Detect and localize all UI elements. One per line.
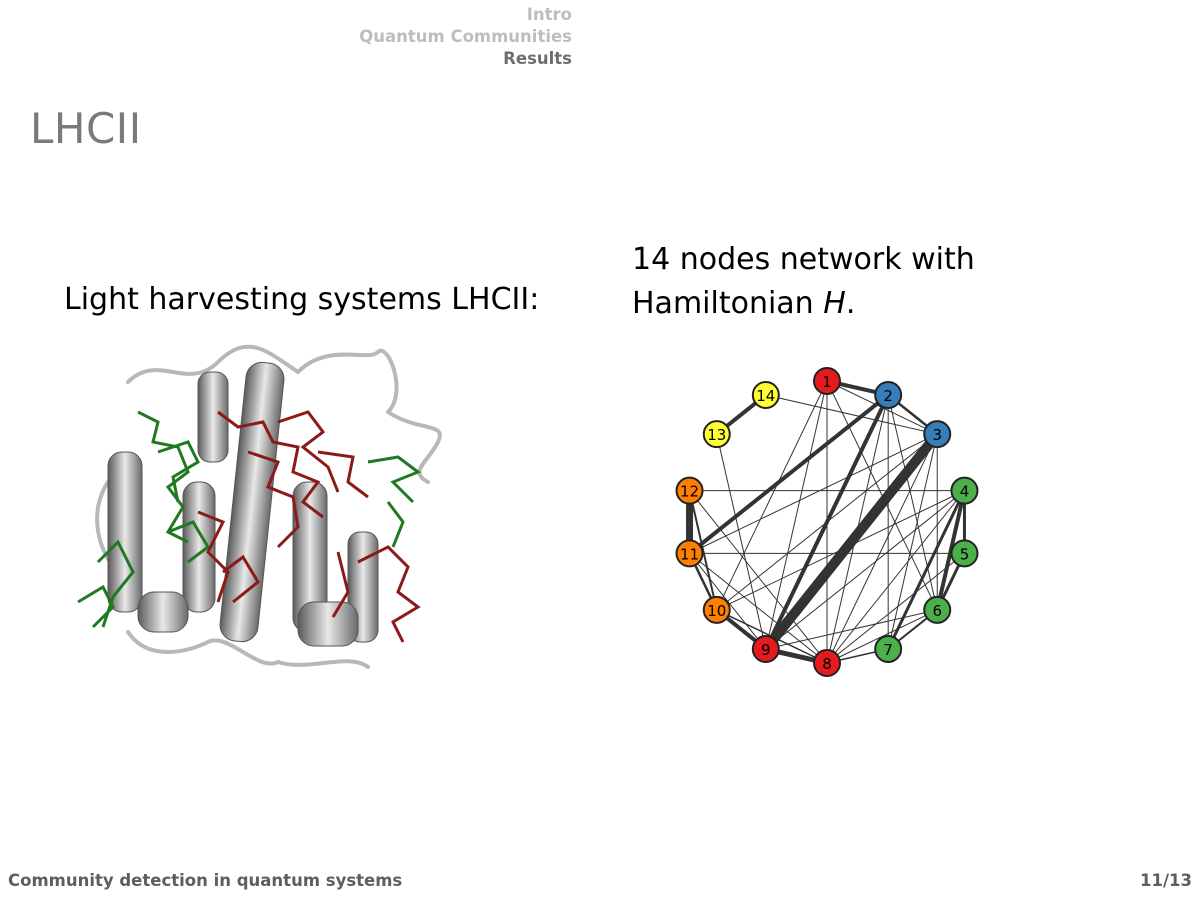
- node-label: 13: [707, 426, 726, 444]
- nav-item-results[interactable]: Results: [503, 49, 572, 68]
- right-caption-line1: 14 nodes network with: [632, 242, 975, 277]
- right-caption-prefix: Hamiltonian: [632, 286, 824, 321]
- node-circle: [923, 595, 952, 624]
- edge-4-7: [886, 489, 966, 650]
- protein-helices: [107, 361, 379, 647]
- edge-4-9: [765, 490, 965, 650]
- edge-3-9: [761, 430, 942, 653]
- node-circle: [923, 420, 952, 449]
- node-9: 9: [751, 635, 780, 664]
- node-8: 8: [813, 649, 841, 677]
- protein-backbone: [95, 344, 442, 669]
- edge-2-8: [826, 394, 889, 664]
- right-caption: 14 nodes network with Hamiltonian H.: [632, 238, 975, 326]
- edge-12-8: [689, 490, 828, 664]
- lhcii-protein-image: [77, 344, 442, 669]
- node-circle: [751, 380, 780, 409]
- right-caption-suffix: .: [845, 286, 856, 321]
- node-circle: [751, 635, 780, 664]
- hamiltonian-symbol: H: [823, 286, 846, 321]
- edge-1-9: [765, 380, 828, 650]
- edge-1-10: [716, 380, 828, 611]
- node-13: 13: [702, 420, 731, 449]
- edge-11-8: [689, 552, 828, 664]
- node-circle: [675, 476, 704, 505]
- node-6: 6: [923, 595, 952, 624]
- node-circle: [813, 367, 841, 395]
- node-circle: [950, 476, 979, 505]
- edge-3-11: [689, 433, 938, 554]
- edge-3-8: [826, 433, 938, 664]
- node-label: 6: [932, 602, 942, 620]
- edge-2-6: [887, 394, 938, 611]
- node-circle: [675, 539, 704, 568]
- network-edges: [686, 379, 967, 666]
- node-2: 2: [874, 380, 903, 409]
- node-7: 7: [874, 635, 903, 664]
- edge-11-2: [688, 393, 890, 555]
- edge-5-8: [826, 552, 965, 664]
- node-label: 11: [680, 545, 699, 563]
- page-number: 11/13: [1140, 871, 1192, 890]
- frame-title: LHCII: [30, 104, 142, 153]
- nav-item-intro[interactable]: Intro: [526, 5, 572, 24]
- chlorophyll-red: [197, 410, 421, 643]
- edge-4-8: [826, 490, 965, 664]
- node-4: 4: [950, 476, 979, 505]
- node-3: 3: [923, 420, 952, 449]
- node-5: 5: [950, 539, 979, 568]
- chlorophyll-green: [77, 410, 422, 629]
- node-12: 12: [675, 476, 704, 505]
- node-circle: [950, 539, 979, 568]
- node-1: 1: [813, 367, 841, 395]
- node-14: 14: [751, 380, 780, 409]
- node-circle: [813, 649, 841, 677]
- node-label: 9: [761, 641, 771, 659]
- footer-title[interactable]: Community detection in quantum systems: [8, 871, 403, 890]
- edge-13-9: [716, 433, 767, 650]
- edge-3-7: [887, 433, 938, 650]
- nav-item-quantum-communities[interactable]: Quantum Communities: [359, 27, 572, 46]
- edge-1-6: [826, 380, 938, 611]
- node-circle: [702, 420, 731, 449]
- node-label: 12: [680, 483, 699, 501]
- node-label: 7: [883, 641, 893, 659]
- node-label: 10: [707, 602, 726, 620]
- edge-14-3: [765, 394, 938, 435]
- edge-4-10: [716, 490, 965, 611]
- node-label: 1: [822, 373, 832, 391]
- left-caption: Light harvesting systems LHCII:: [64, 282, 540, 317]
- node-circle: [702, 595, 731, 624]
- node-circle: [874, 380, 903, 409]
- section-navigation: Intro Quantum Communities Results: [359, 4, 572, 70]
- node-11: 11: [675, 539, 704, 568]
- node-label: 8: [822, 655, 832, 673]
- right-caption-line2: Hamiltonian H.: [632, 282, 975, 326]
- edge-6-9: [765, 609, 938, 650]
- node-label: 5: [960, 545, 970, 563]
- node-label: 4: [960, 483, 970, 501]
- node-label: 3: [932, 426, 942, 444]
- node-10: 10: [702, 595, 731, 624]
- edge-3-10: [716, 433, 938, 611]
- node-label: 2: [883, 387, 893, 405]
- node-label: 14: [756, 387, 775, 405]
- node-circle: [874, 635, 903, 664]
